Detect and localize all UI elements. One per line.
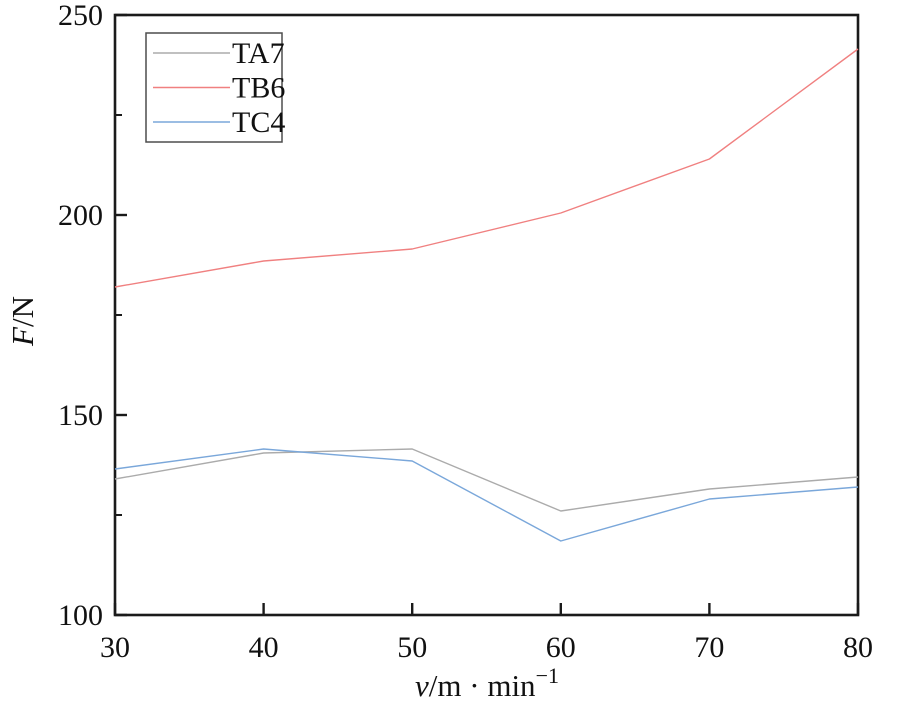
series-lines	[114, 48, 859, 542]
legend-label-ta7: TA7	[232, 37, 285, 70]
x-tick-label: 80	[843, 631, 873, 664]
x-axis-title-superscript: −1	[536, 663, 559, 688]
x-tick-label: 70	[694, 631, 724, 664]
x-tick-label: 50	[397, 631, 427, 664]
y-axis-title-unit: /N	[5, 296, 40, 327]
legend-label-tb6: TB6	[232, 72, 285, 105]
y-axis-title-symbol: F	[5, 326, 40, 347]
y-tick-label: 150	[58, 399, 103, 432]
legend-label-tc4: TC4	[232, 106, 285, 139]
series-line-tb6	[114, 48, 859, 288]
x-tick-label: 40	[249, 631, 279, 664]
y-axis-title: F/N	[5, 296, 40, 347]
y-tick-label: 200	[58, 199, 103, 232]
series-line-tc4	[114, 448, 859, 542]
axis-tick-labels: 30 40 50 60 70 80 100 150 200 250	[58, 0, 873, 664]
x-axis-title: v/m · min−1	[415, 663, 559, 703]
x-tick-label: 60	[546, 631, 576, 664]
y-tick-label: 250	[58, 0, 103, 32]
axis-ticks	[113, 13, 860, 617]
x-axis-title-symbol: v	[415, 668, 429, 703]
x-axis-title-unit: /m · min	[429, 668, 536, 703]
series-line-ta7	[114, 448, 859, 512]
x-tick-label: 30	[100, 631, 130, 664]
y-tick-label: 100	[58, 599, 103, 632]
